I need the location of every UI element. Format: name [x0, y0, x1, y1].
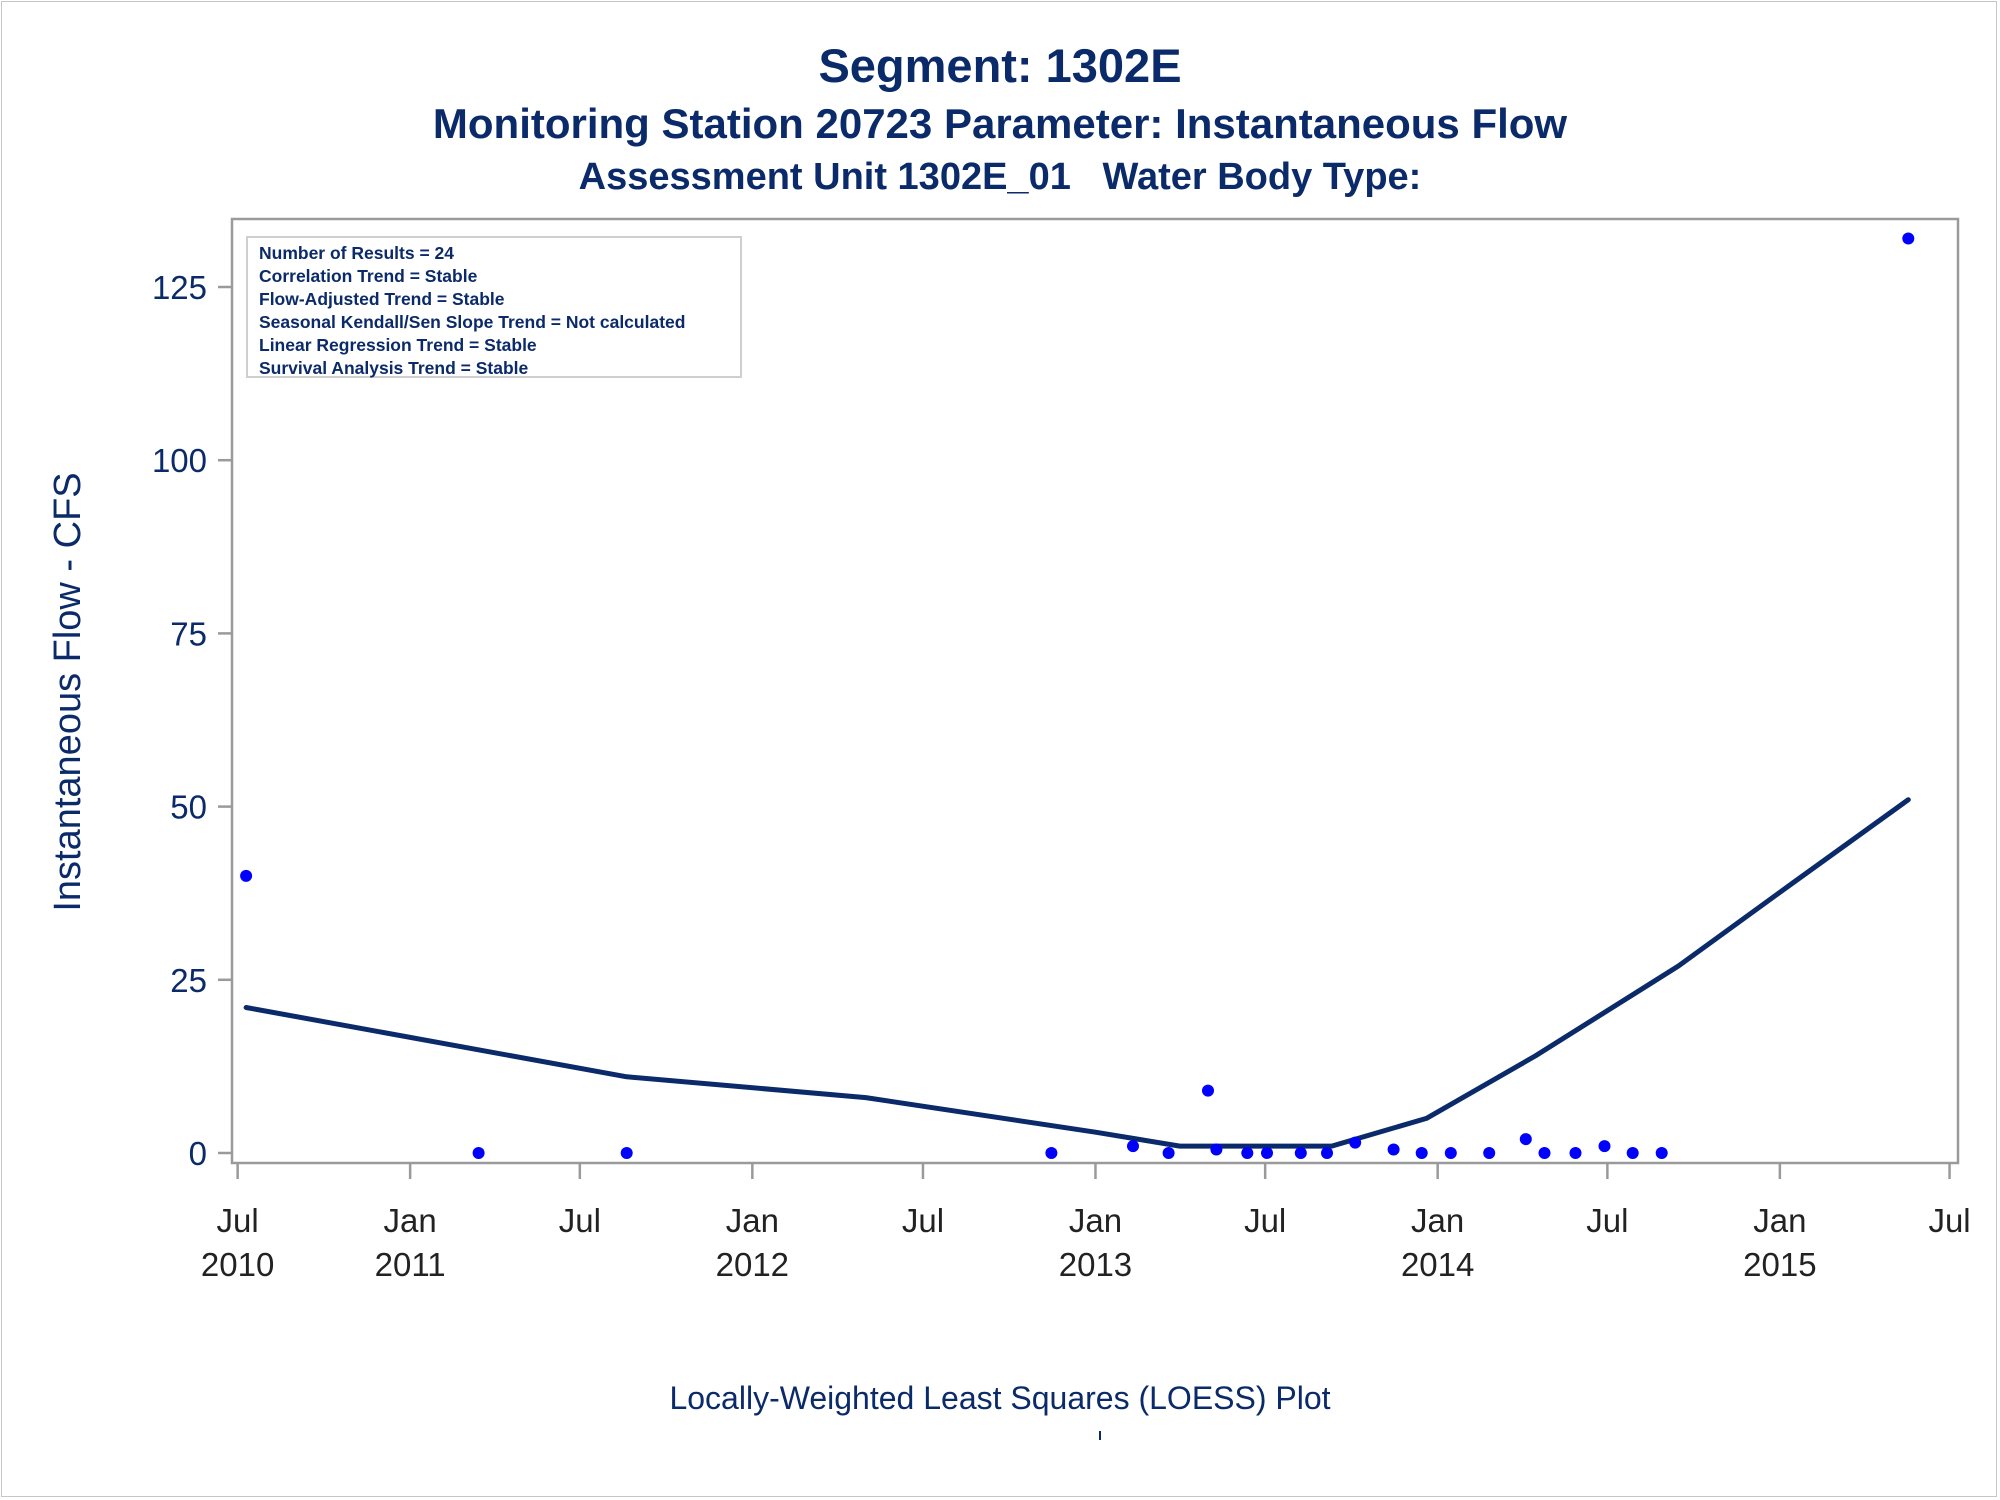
x-tick-month-label: Jul: [902, 1202, 944, 1239]
chart-subtitle-assessment: Assessment Unit 1302E_01 Water Body Type…: [578, 156, 1422, 198]
data-point: [1321, 1147, 1333, 1159]
data-point: [472, 1147, 485, 1159]
data-point: [1202, 1084, 1214, 1097]
x-tick-month-label: Jul: [217, 1202, 259, 1239]
x-tick-month-label: Jul: [1244, 1202, 1286, 1239]
data-point: [1162, 1147, 1175, 1159]
data-points-layer: [240, 232, 1915, 1159]
x-tick-month-label: Jul: [1928, 1202, 1970, 1239]
y-tick-label: 125: [152, 269, 207, 306]
x-tick-month-label: Jan: [1753, 1202, 1806, 1239]
data-point: [1261, 1147, 1273, 1159]
x-tick-year-label: 2010: [201, 1246, 274, 1283]
data-point: [1655, 1147, 1668, 1159]
x-tick-month-label: Jul: [1586, 1202, 1628, 1239]
y-axis-label: Instantaneous Flow - CFS: [47, 472, 89, 911]
x-tick-month-label: Jul: [559, 1202, 601, 1239]
data-point: [1387, 1143, 1400, 1156]
stat-seasonal-kendall-trend: Seasonal Kendall/Sen Slope Trend = Not c…: [259, 312, 686, 332]
x-tick-month-label: Jan: [726, 1202, 779, 1239]
data-point: [1598, 1140, 1611, 1153]
data-point: [1349, 1136, 1362, 1149]
x-tick-year-label: 2014: [1401, 1246, 1474, 1283]
y-tick-label: 0: [189, 1135, 207, 1172]
stat-flow-adjusted-trend: Flow-Adjusted Trend = Stable: [259, 289, 505, 309]
stat-linear-regression-trend: Linear Regression Trend = Stable: [259, 335, 537, 355]
x-tick-month-label: Jan: [384, 1202, 437, 1239]
data-point: [1902, 232, 1915, 245]
data-point: [620, 1147, 633, 1159]
data-point: [1127, 1140, 1139, 1153]
data-point: [1483, 1147, 1496, 1159]
chart-footnote: Locally-Weighted Least Squares (LOESS) P…: [669, 1380, 1331, 1416]
x-tick-year-label: 2015: [1743, 1246, 1816, 1283]
footnote-mark: [1099, 1431, 1101, 1440]
data-point: [1444, 1147, 1457, 1159]
y-tick-label: 75: [170, 615, 207, 652]
data-point: [240, 869, 253, 882]
trend-stats-box: Number of Results = 24 Correlation Trend…: [246, 236, 742, 378]
loess-line-layer: [243, 797, 1911, 1149]
data-point: [1210, 1143, 1223, 1156]
x-tick-month-label: Jan: [1411, 1202, 1464, 1239]
chart-title: Segment: 1302E: [818, 39, 1182, 92]
data-point: [1294, 1147, 1307, 1159]
data-point: [1569, 1147, 1582, 1159]
data-point: [1538, 1147, 1551, 1159]
stat-correlation-trend: Correlation Trend = Stable: [259, 266, 478, 286]
loess-line: [243, 797, 1911, 1149]
stat-survival-analysis-trend: Survival Analysis Trend = Stable: [259, 358, 529, 378]
data-point: [1519, 1133, 1532, 1146]
x-tick-year-label: 2012: [716, 1246, 789, 1283]
y-tick-label: 50: [170, 789, 207, 826]
chart-subtitle-station: Monitoring Station 20723 Parameter: Inst…: [432, 100, 1568, 147]
x-tick-year-label: 2013: [1059, 1246, 1132, 1283]
data-point: [1626, 1147, 1639, 1159]
data-point: [1415, 1147, 1428, 1159]
data-point: [1241, 1147, 1254, 1159]
x-tick-year-label: 2011: [375, 1246, 446, 1283]
x-tick-month-label: Jan: [1069, 1202, 1122, 1239]
axes-layer: 0 25 50 75 100 125 Jul 2010 Jan 2011 Jul Jan 2012 Jul…: [152, 217, 1971, 1283]
stat-number-of-results: Number of Results = 24: [259, 243, 454, 263]
y-tick-label: 100: [152, 442, 207, 479]
y-tick-label: 25: [170, 962, 207, 999]
data-point: [1045, 1147, 1058, 1159]
